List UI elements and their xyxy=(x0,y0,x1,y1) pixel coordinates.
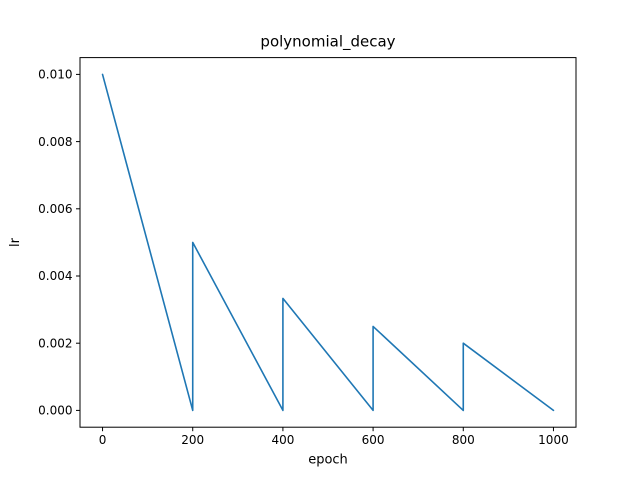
x-tick-label: 800 xyxy=(452,433,475,447)
y-tick-label: 0.002 xyxy=(38,336,72,350)
y-tick-label: 0.008 xyxy=(38,135,72,149)
x-tick-label: 200 xyxy=(181,433,204,447)
y-tick-label: 0.010 xyxy=(38,68,72,82)
chart-title: polynomial_decay xyxy=(260,33,395,52)
x-tick-label: 0 xyxy=(99,433,107,447)
y-tick-label: 0.006 xyxy=(38,202,72,216)
lr-curve xyxy=(101,73,555,412)
plot-area: 0 200 400 600 800 1000 0.000 0.002 0.004 0.006 0.0… xyxy=(38,57,577,447)
x-axis-label: epoch xyxy=(308,453,348,468)
y-axis-label: lr xyxy=(8,237,23,247)
x-tick-label: 600 xyxy=(362,433,385,447)
y-tick-label: 0.000 xyxy=(38,404,72,418)
y-tick-label: 0.004 xyxy=(38,269,72,283)
x-tick-label: 400 xyxy=(271,433,294,447)
x-tick-label: 1000 xyxy=(538,433,569,447)
